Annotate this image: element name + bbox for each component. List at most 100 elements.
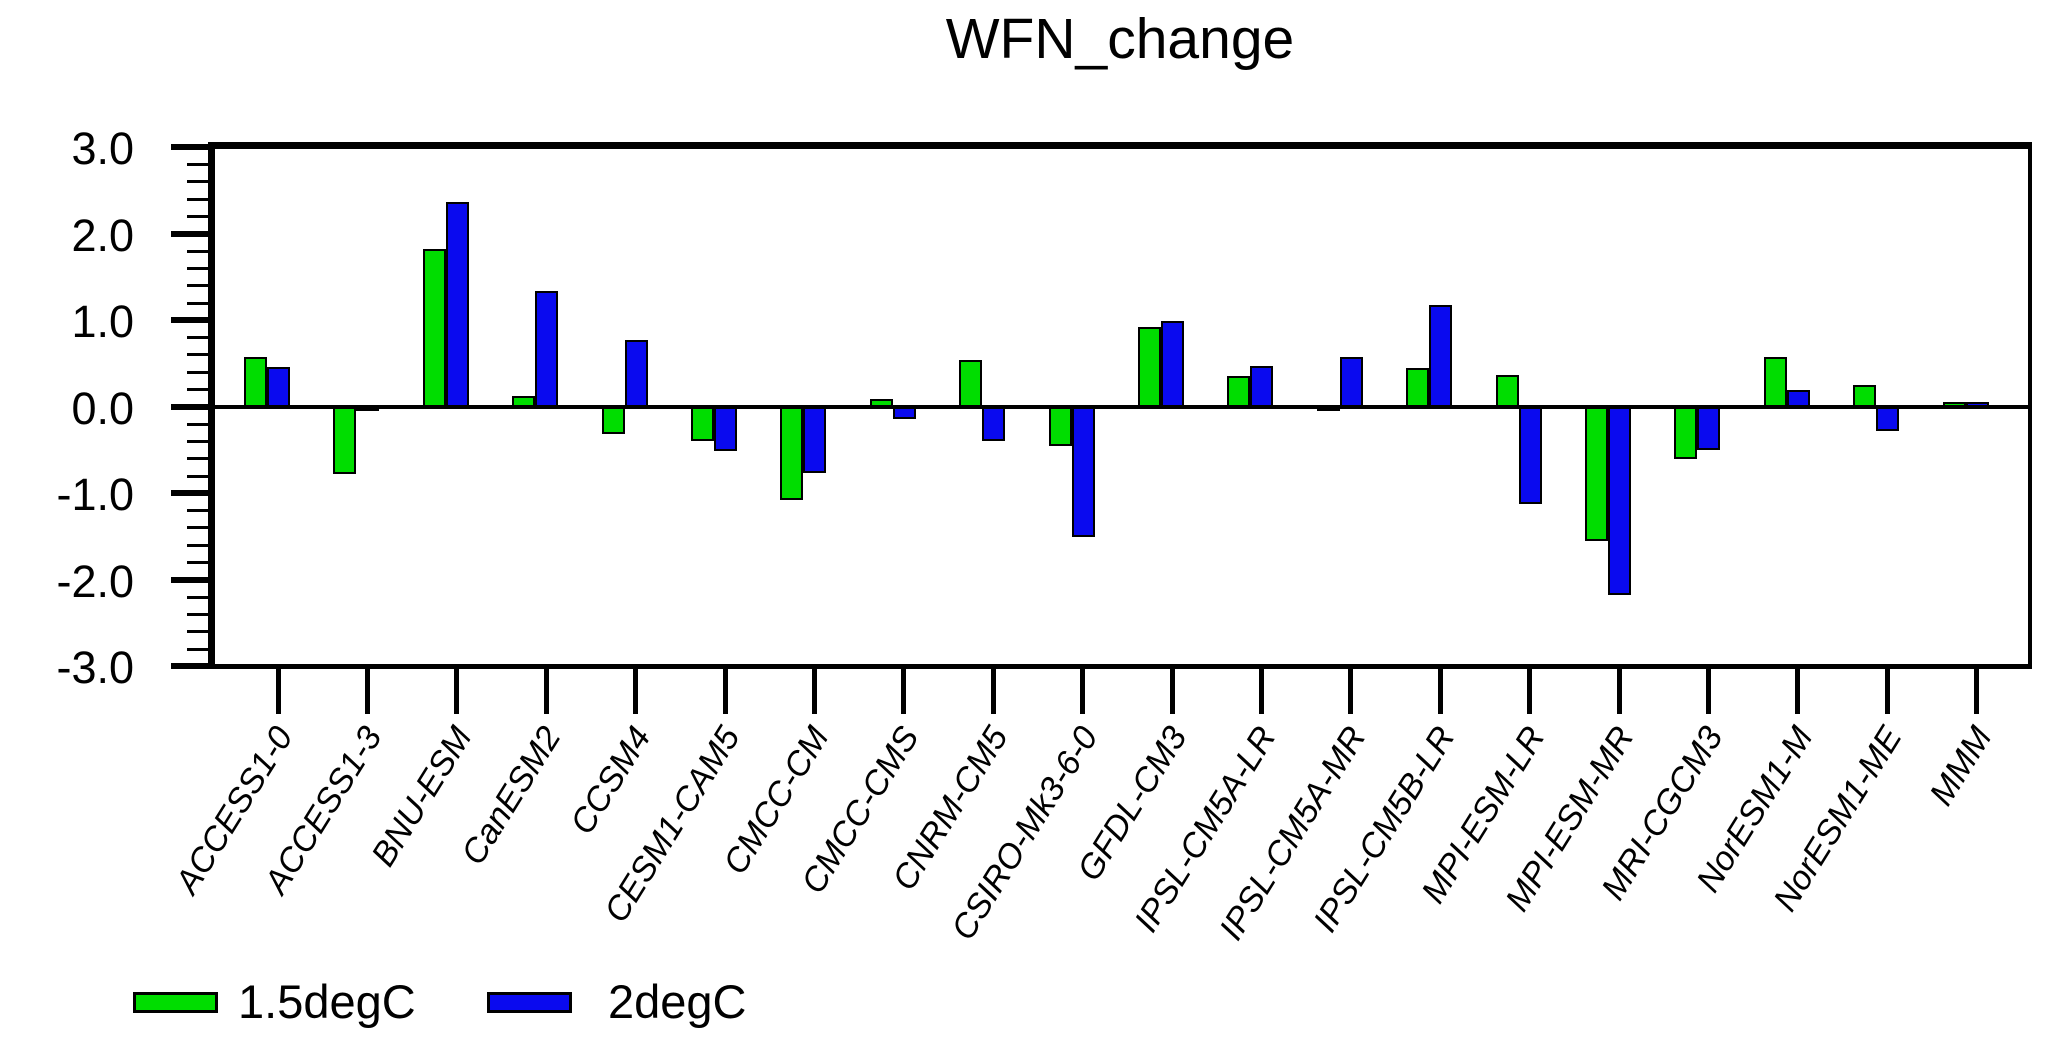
x-axis-tick (1080, 669, 1086, 714)
y-axis-tick-label: -1.0 (56, 469, 134, 521)
bar-1-5degC-cnrm-cm5 (959, 360, 983, 407)
bar-1-5degC-mpi-esm-lr (1495, 374, 1519, 407)
x-axis-tick (1527, 669, 1533, 714)
y-axis-tick-label: -2.0 (56, 555, 134, 607)
bar-2degC-csiro-mk3-6-0 (1071, 406, 1095, 538)
y-axis-minor-tick (187, 370, 208, 374)
y-axis-minor-tick (187, 612, 208, 616)
bar-1-5degC-bnu-esm (422, 248, 446, 407)
y-axis-major-tick (171, 663, 208, 670)
y-axis-minor-tick (187, 215, 208, 218)
y-axis-minor-tick (187, 543, 208, 547)
x-axis-tick (1705, 669, 1711, 714)
y-axis-major-tick (171, 490, 208, 497)
bar-2degC-noresm1-me (1876, 406, 1900, 432)
bar-2degC-cesm1-cam5 (714, 406, 737, 451)
bar-2degC-cmcc-cm (803, 406, 827, 473)
x-axis-tick (543, 669, 549, 714)
bar-1-5degC-ipsl-cm5a-lr (1227, 375, 1251, 407)
y-axis-major-tick (171, 576, 208, 583)
y-axis-minor-tick (187, 301, 208, 305)
y-axis-major-tick (171, 403, 208, 410)
x-axis-tick (1437, 669, 1443, 714)
y-axis-minor-tick (187, 595, 208, 599)
y-axis-minor-tick (187, 474, 208, 478)
y-axis-tick-label: 1.0 (71, 296, 134, 348)
x-axis-tick (990, 669, 996, 714)
bar-2degC-access1-3 (356, 406, 380, 411)
y-axis-minor-tick (187, 561, 208, 564)
y-axis-minor-tick (187, 630, 208, 634)
bar-2degC-cmcc-cms (892, 406, 916, 419)
y-axis-minor-tick (187, 422, 208, 426)
bar-1-5degC-canesm2 (512, 395, 536, 407)
x-axis-tick (1169, 669, 1175, 714)
bar-1-5degC-mmm (1942, 401, 1966, 407)
bar-1-5degC-mpi-esm-mr (1585, 406, 1608, 541)
bar-1-5degC-cmcc-cms (869, 399, 893, 407)
y-axis-minor-tick (187, 197, 208, 201)
y-axis-tick-label: 2.0 (71, 209, 134, 261)
chart-title: WFN_change (945, 7, 1295, 71)
x-axis-tick (901, 669, 907, 714)
bar-1-5degC-cmcc-cm (780, 406, 804, 501)
x-axis-tick (275, 669, 281, 714)
bar-2degC-ipsl-cm5a-mr (1339, 356, 1363, 407)
bar-1-5degC-cesm1-cam5 (691, 406, 714, 441)
y-axis-minor-tick (187, 284, 208, 288)
bar-1-5degC-access1-3 (333, 406, 357, 475)
x-axis-tick (1884, 669, 1890, 714)
bar-1-5degC-csiro-mk3-6-0 (1048, 406, 1072, 446)
y-axis-tick-label: 0.0 (71, 382, 134, 434)
bar-1-5degC-ipsl-cm5b-lr (1406, 367, 1430, 407)
y-axis-major-tick (171, 230, 208, 237)
y-axis-tick-label: 3.0 (71, 123, 134, 175)
y-axis-major-tick (171, 144, 208, 151)
x-axis-tick (633, 669, 639, 714)
bar-1-5degC-ipsl-cm5a-mr (1316, 406, 1340, 411)
y-axis-minor-tick (187, 266, 208, 270)
bar-2degC-canesm2 (535, 290, 559, 407)
bar-2degC-cnrm-cm5 (982, 406, 1006, 442)
x-axis-tick (364, 669, 370, 714)
y-axis-major-tick (171, 317, 208, 324)
y-axis-minor-tick (187, 457, 208, 461)
bar-2degC-mri-cgcm3 (1697, 406, 1721, 451)
x-axis-tick (1616, 669, 1622, 714)
bar-2degC-mmm (1965, 402, 1989, 407)
bar-2degC-bnu-esm (445, 201, 469, 407)
bar-1-5degC-mri-cgcm3 (1674, 406, 1698, 459)
bar-2degC-gfdl-cm3 (1161, 321, 1184, 407)
y-axis-minor-tick (187, 509, 208, 513)
x-axis-tick (1258, 669, 1264, 714)
bar-1-5degC-ccsm4 (601, 406, 625, 434)
x-axis-tick (454, 669, 460, 714)
bar-2degC-noresm1-m (1786, 390, 1810, 407)
x-axis-tick (1795, 669, 1801, 714)
bar-2degC-mpi-esm-mr (1608, 406, 1631, 595)
y-axis-minor-tick (187, 249, 208, 253)
y-axis-tick-label: -3.0 (56, 642, 134, 694)
x-axis-tick (811, 669, 817, 714)
zero-reference-line (208, 404, 2032, 409)
bar-1-5degC-gfdl-cm3 (1138, 327, 1161, 407)
y-axis-minor-tick (187, 353, 208, 357)
bar-1-5degC-noresm1-me (1853, 385, 1877, 407)
y-axis-minor-tick (187, 439, 208, 443)
bar-2degC-ipsl-cm5b-lr (1429, 304, 1453, 407)
x-axis-tick (1974, 669, 1980, 714)
y-axis-minor-tick (187, 180, 208, 184)
bar-1-5degC-access1-0 (244, 357, 267, 407)
x-axis-tick (1348, 669, 1354, 714)
y-axis-minor-tick (187, 388, 208, 391)
x-axis-tick (722, 669, 728, 714)
bar-2degC-ccsm4 (624, 340, 648, 407)
y-axis-minor-tick (187, 647, 208, 651)
bar-2degC-access1-0 (267, 367, 290, 407)
y-axis-minor-tick (187, 336, 208, 340)
bar-1-5degC-noresm1-m (1763, 357, 1787, 407)
y-axis-minor-tick (187, 163, 208, 167)
bar-2degC-mpi-esm-lr (1518, 406, 1542, 504)
y-axis-minor-tick (187, 526, 208, 530)
